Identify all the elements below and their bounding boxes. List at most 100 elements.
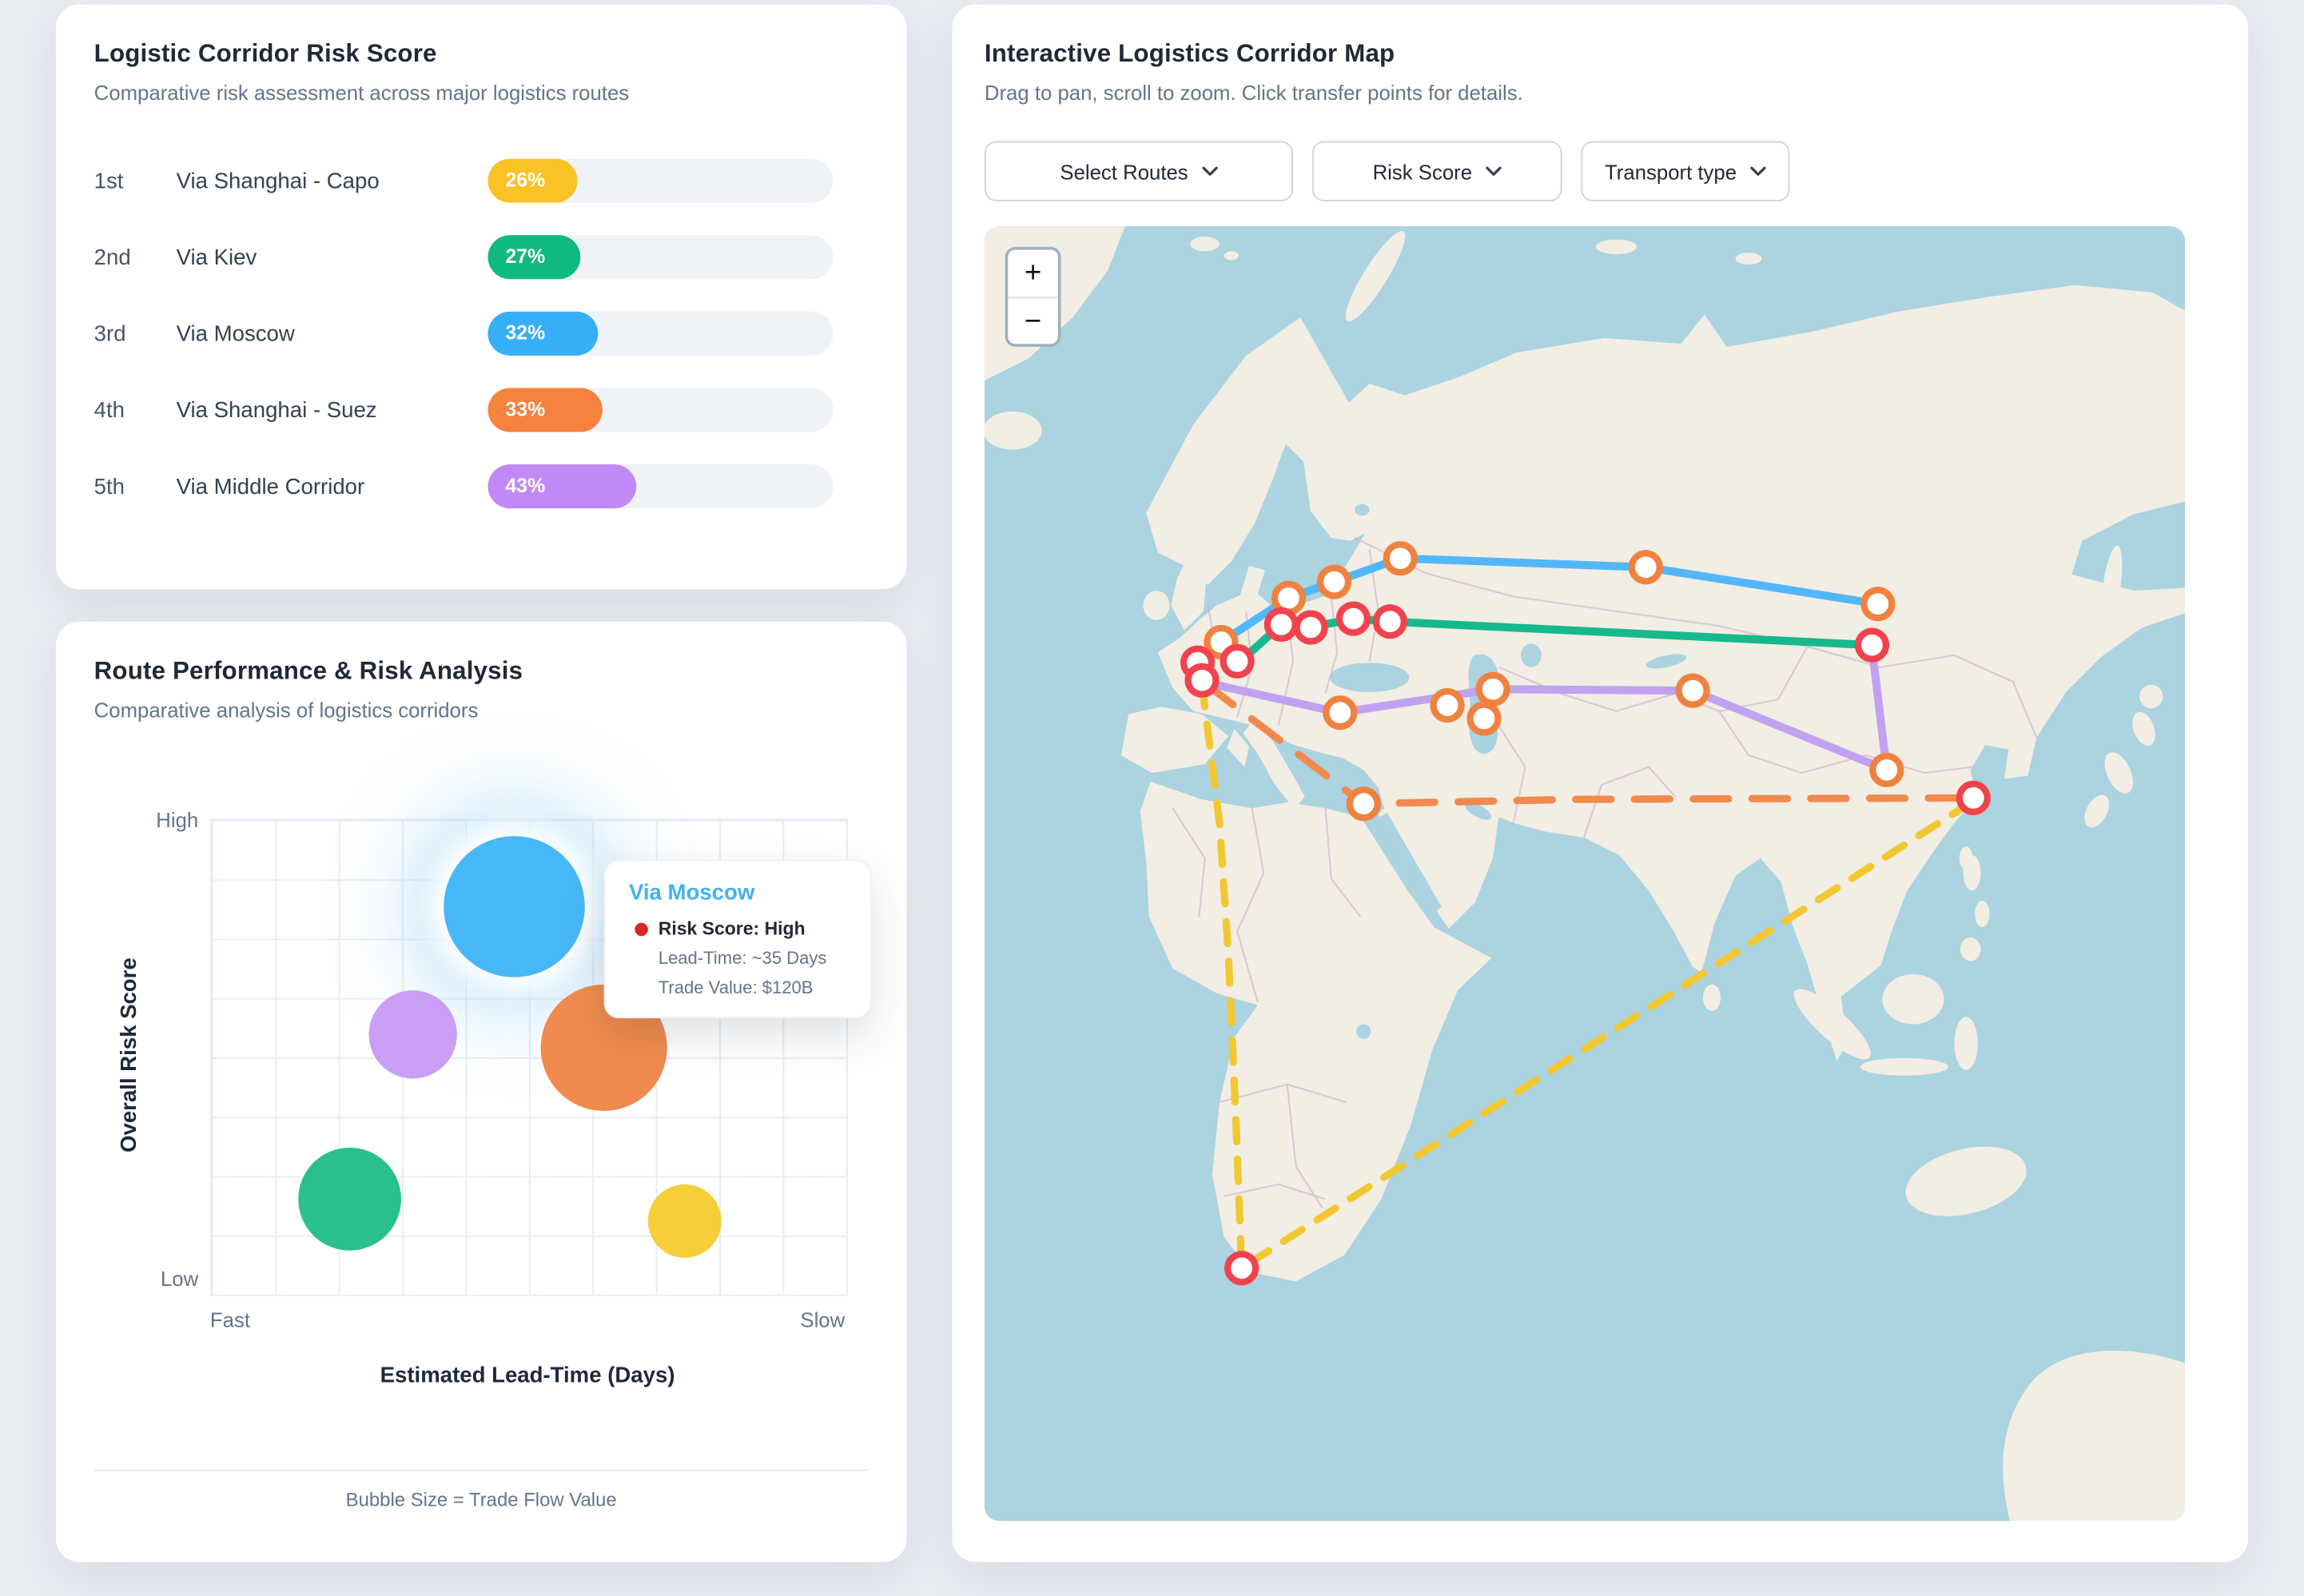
route-name: Via Middle Corridor xyxy=(176,473,365,499)
transfer-point-marker[interactable] xyxy=(1372,604,1407,639)
risk-panel-title: Logistic Corridor Risk Score xyxy=(94,39,437,68)
route-purple-middle[interactable] xyxy=(1197,643,1891,774)
transfer-point-marker[interactable] xyxy=(1956,780,1991,815)
risk-bar-track: 26% xyxy=(487,158,834,203)
route-yellow-cape[interactable] xyxy=(1198,681,1977,1272)
transfer-point-marker[interactable] xyxy=(1383,541,1418,576)
risk-bar-track: 33% xyxy=(487,388,834,432)
bubble-panel-subtitle: Comparative analysis of logistics corrid… xyxy=(94,698,479,722)
transfer-point-marker[interactable] xyxy=(1263,607,1299,643)
transfer-point-marker[interactable] xyxy=(1675,673,1710,708)
land-borneo xyxy=(1882,974,1944,1025)
transfer-point-marker[interactable] xyxy=(1346,786,1381,822)
transfer-point-marker[interactable] xyxy=(1466,701,1502,736)
land-sakhalin xyxy=(2100,545,2123,631)
risk-bar-track: 43% xyxy=(487,464,834,509)
route-name: Via Shanghai - Capo xyxy=(176,168,380,193)
x-axis-title: Estimated Lead-Time (Days) xyxy=(380,1363,675,1388)
bubble-size-footnote: Bubble Size = Trade Flow Value xyxy=(345,1488,617,1511)
dropdown-label: Risk Score xyxy=(1372,159,1473,183)
risk-bar-track: 27% xyxy=(487,235,834,280)
transfer-point-marker[interactable] xyxy=(1316,564,1352,599)
risk-status-dot-icon xyxy=(635,921,648,936)
transfer-point-marker[interactable] xyxy=(1293,610,1328,645)
risk-bar-track: 32% xyxy=(487,311,834,356)
chevron-down-icon xyxy=(1750,166,1766,176)
route-name: Via Shanghai - Suez xyxy=(176,397,377,423)
world-map xyxy=(984,226,2186,1522)
land-sumatra xyxy=(1793,989,1871,1060)
aral-sea xyxy=(1521,643,1542,667)
risk-row: 2nd Via Kiev 27% xyxy=(94,228,834,287)
risk-score-panel: Logistic Corridor Risk Score Comparative… xyxy=(55,4,907,590)
x-axis-slow-label: Slow xyxy=(800,1307,846,1331)
transfer-point-marker[interactable] xyxy=(1860,587,1896,622)
y-axis-low-label: Low xyxy=(160,1266,199,1291)
risk-bar-fill: 26% xyxy=(487,158,578,203)
country-borders xyxy=(1172,536,2038,1208)
transfer-point-marker[interactable] xyxy=(1628,550,1663,585)
transfer-point-marker[interactable] xyxy=(1869,752,1904,788)
risk-panel-subtitle: Comparative risk assessment across major… xyxy=(94,81,630,105)
dropdown-label: Transport type xyxy=(1605,159,1737,183)
land-iceland xyxy=(984,411,1042,450)
divider xyxy=(94,1469,869,1471)
select-routes-dropdown[interactable]: Select Routes xyxy=(984,141,1294,201)
risk-bar-fill: 43% xyxy=(487,464,637,509)
rank-label: 3rd xyxy=(94,320,126,347)
map-zoom-control: + − xyxy=(1005,246,1061,347)
rank-label: 5th xyxy=(94,473,125,499)
transfer-point-marker[interactable] xyxy=(1184,663,1220,698)
land-taiwan xyxy=(1959,846,1973,870)
x-axis-fast-label: Fast xyxy=(209,1307,251,1331)
transfer-point-marker[interactable] xyxy=(1224,1251,1259,1286)
lake-ladoga xyxy=(1355,503,1370,516)
land-eurasia xyxy=(1146,285,2186,1061)
map-panel-subtitle: Drag to pan, scroll to zoom. Click trans… xyxy=(984,81,1523,105)
land-iberia xyxy=(1120,706,1229,774)
transfer-point-marker[interactable] xyxy=(1335,601,1371,636)
land-great-britain xyxy=(1171,558,1207,631)
land-sulawesi xyxy=(1954,1017,1978,1070)
bubble-panel-title: Route Performance & Risk Analysis xyxy=(94,656,523,685)
route-orange-suez[interactable] xyxy=(1201,679,1977,808)
chevron-down-icon xyxy=(1201,166,1218,176)
bubble-tooltip: Via Moscow Risk Score: High Lead-Time: ~… xyxy=(603,859,872,1019)
risk-bar-fill: 33% xyxy=(487,388,603,432)
land-new-guinea xyxy=(1905,1146,2027,1216)
transport-type-dropdown[interactable]: Transport type xyxy=(1581,141,1790,201)
lake-balkhash xyxy=(1645,654,1687,669)
risk-row: 4th Via Shanghai - Suez 33% xyxy=(94,380,834,440)
tooltip-lead-time: Lead-Time: ~35 Days xyxy=(658,947,827,969)
lake-victoria xyxy=(1356,1024,1371,1039)
route-name: Via Kiev xyxy=(176,245,257,270)
risk-bar-fill: 32% xyxy=(487,311,599,356)
land-ireland xyxy=(1143,591,1170,620)
zoom-in-button[interactable]: + xyxy=(1008,249,1058,297)
transfer-point-marker[interactable] xyxy=(1475,671,1510,706)
bubble-via-moscow[interactable] xyxy=(444,836,585,977)
land-java xyxy=(1860,1057,1949,1076)
corridor-map-panel: Interactive Logistics Corridor Map Drag … xyxy=(952,4,2249,1562)
tooltip-title: Via Moscow xyxy=(628,880,755,905)
transfer-point-marker[interactable] xyxy=(1854,627,1890,663)
transfer-point-marker[interactable] xyxy=(1220,643,1255,679)
bubble-via-shanghai-capo[interactable] xyxy=(647,1184,722,1258)
transfer-point-marker[interactable] xyxy=(1323,695,1358,730)
risk-score-dropdown[interactable]: Risk Score xyxy=(1311,141,1562,201)
tooltip-risk-score: Risk Score: High xyxy=(658,918,806,939)
bubble-via-middle-corridor[interactable] xyxy=(368,990,457,1079)
risk-row: 3rd Via Moscow 32% xyxy=(94,304,834,364)
red-sea xyxy=(1375,812,1442,917)
zoom-out-button[interactable]: − xyxy=(1008,297,1058,344)
risk-row: 1st Via Shanghai - Capo 26% xyxy=(94,151,834,210)
land-novaya-zemlya xyxy=(1345,230,1406,322)
rank-label: 4th xyxy=(94,397,125,423)
routes-layer xyxy=(1180,541,1991,1286)
bubble-via-kiev[interactable] xyxy=(298,1147,401,1251)
transfer-point-marker[interactable] xyxy=(1430,687,1465,723)
rank-label: 2nd xyxy=(94,245,131,270)
risk-row: 5th Via Middle Corridor 43% xyxy=(94,457,834,516)
interactive-map[interactable]: + − xyxy=(984,226,2186,1522)
